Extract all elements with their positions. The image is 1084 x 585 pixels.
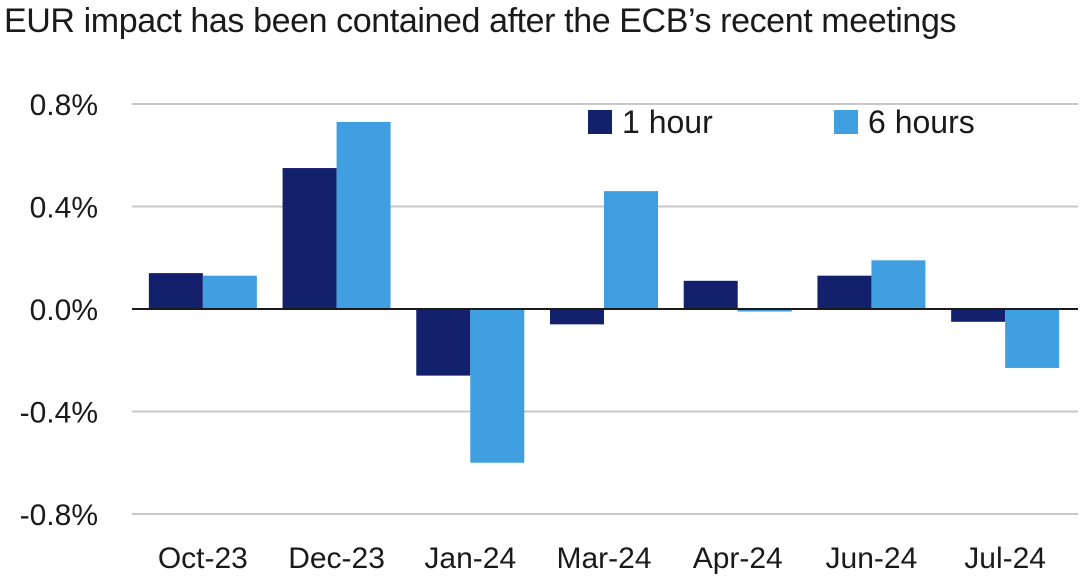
bar-1-hour-Dec-23 (282, 168, 337, 309)
legend: 1 hour 6 hours (588, 104, 975, 140)
bar-6-hours-Jul-24 (1005, 309, 1060, 368)
y-axis-labels: 0.8% 0.4% 0.0% -0.4% -0.8% (20, 89, 98, 532)
legend-label: 1 hour (622, 104, 713, 140)
y-tick-label: 0.8% (30, 89, 98, 122)
legend-label: 6 hours (868, 104, 975, 140)
x-axis-labels: Oct-23 Dec-23 Jan-24 Mar-24 Apr-24 Jun-24 Jul-… (158, 542, 1046, 575)
y-tick-label: -0.4% (20, 397, 98, 430)
y-tick-label: 0.4% (30, 192, 98, 225)
bars (148, 121, 1060, 463)
bar-1-hour-Oct-23 (148, 273, 203, 309)
bar-6-hours-Jan-24 (470, 309, 525, 463)
x-tick-label: Oct-23 (158, 542, 248, 575)
y-tick-label: 0.0% (30, 294, 98, 327)
bar-1-hour-Mar-24 (550, 309, 604, 325)
x-tick-label: Jun-24 (826, 542, 918, 575)
bar-6-hours-Jun-24 (871, 260, 926, 309)
legend-swatch (588, 110, 612, 134)
bar-6-hours-Oct-23 (202, 275, 257, 309)
bar-1-hour-Apr-24 (683, 280, 738, 309)
x-tick-label: Dec-23 (288, 542, 385, 575)
bar-6-hours-Apr-24 (737, 309, 792, 312)
chart-title: EUR impact has been contained after the … (4, 2, 957, 40)
x-tick-label: Apr-24 (693, 542, 783, 575)
bar-6-hours-Dec-23 (336, 121, 391, 309)
bar-1-hour-Jan-24 (416, 309, 471, 376)
bar-1-hour-Jul-24 (951, 309, 1006, 322)
bar-6-hours-Mar-24 (604, 191, 658, 309)
legend-swatch (834, 110, 858, 134)
x-tick-label: Mar-24 (556, 542, 651, 575)
x-tick-label: Jan-24 (424, 542, 516, 575)
bar-1-hour-Jun-24 (817, 275, 872, 309)
x-tick-label: Jul-24 (964, 542, 1046, 575)
y-tick-label: -0.8% (20, 499, 98, 532)
